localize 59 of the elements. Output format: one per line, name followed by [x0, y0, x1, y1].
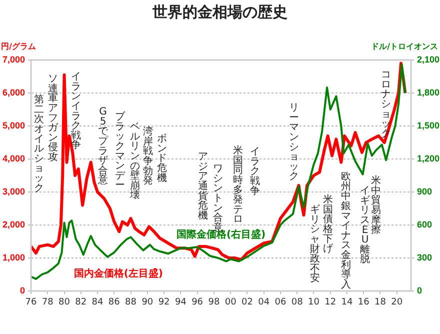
- x-tick-label: 80: [58, 298, 70, 308]
- y2-tick-label: 900: [417, 186, 432, 196]
- x-tick-label: 16: [358, 298, 370, 308]
- annotation: イギリスEU離脱: [360, 186, 370, 266]
- y-tick-label: 3,000: [2, 186, 25, 196]
- text: ソ連軍アフガン侵攻: [48, 74, 58, 163]
- y-tick-label: 7,000: [2, 54, 25, 64]
- x-tick-label: 02: [241, 298, 253, 308]
- y2-tick-label: 1,200: [417, 153, 440, 164]
- y2-tick-label: 2,100: [417, 54, 440, 64]
- x-tick-label: 76: [25, 298, 37, 308]
- x-tick-label: 12: [324, 298, 336, 308]
- x-tick-label: 04: [258, 298, 270, 308]
- y-tick-label: 2,000: [2, 219, 25, 230]
- annotation: アジア通貨危機: [198, 152, 208, 222]
- y2-tick-label: 300: [417, 252, 432, 262]
- annotation: 米国債格下げ: [322, 194, 334, 255]
- annotation: G5でプラザ合意: [97, 106, 109, 186]
- annotation: ギリシャ財政不安: [310, 204, 320, 284]
- x-tick-label: 90: [142, 298, 154, 308]
- y-axis-title: 円/グラム: [1, 42, 36, 52]
- annotation: 米国同時多発テロ: [233, 144, 243, 226]
- text: 第二次オイルショック: [34, 94, 44, 194]
- text: 欧州中銀マイナス金利導入: [341, 172, 351, 290]
- annotation: ベルリンの壁崩壊: [129, 122, 140, 202]
- y2-tick-label: 600: [417, 219, 432, 230]
- y-tick-label: 1,000: [2, 252, 25, 262]
- x-tick-label: 78: [42, 298, 54, 308]
- annotation: リーマンショック: [289, 102, 299, 182]
- x-tick-label: 84: [92, 298, 104, 308]
- x-tick-label: 10: [308, 298, 320, 308]
- text: 国内金価格(左目盛): [74, 267, 163, 280]
- x-tick-label: 20: [391, 298, 403, 308]
- x-tick-label: 92: [158, 298, 170, 308]
- y2-axis-title: ドル/トロイオンス: [371, 42, 438, 52]
- annotation: 米中貿易摩擦: [371, 174, 381, 236]
- x-tick-label: 00: [224, 298, 237, 308]
- x-tick-label: 14: [341, 298, 353, 308]
- x-tick-label: 18: [374, 298, 386, 308]
- x-tick-label: 82: [75, 298, 87, 308]
- annotation: 湾岸戦争勃発: [143, 126, 153, 187]
- y2-tick-label: 0: [417, 285, 422, 296]
- y-tick-label: 0: [20, 285, 25, 296]
- annotation: イラク戦争: [250, 146, 260, 197]
- x-tick-label: 88: [125, 298, 137, 308]
- chart-title: 世界的金相場の歴史: [152, 2, 288, 21]
- annotation: ボンド危機: [157, 134, 167, 184]
- y-tick-label: 6,000: [2, 87, 25, 98]
- x-tick-label: 98: [208, 298, 220, 308]
- x-tick-label: 06: [274, 298, 286, 308]
- y2-tick-label: 1,500: [417, 120, 440, 130]
- x-tick-label: 08: [291, 298, 304, 308]
- y-tick-label: 5,000: [2, 120, 25, 130]
- y-tick-label: 4,000: [2, 153, 25, 164]
- y2-tick-label: 1,800: [417, 87, 440, 98]
- x-tick-label: 94: [174, 298, 187, 308]
- x-tick-label: 86: [108, 298, 120, 308]
- x-tick-label: 96: [192, 298, 204, 308]
- annotation: ブラックマンデー: [115, 110, 126, 192]
